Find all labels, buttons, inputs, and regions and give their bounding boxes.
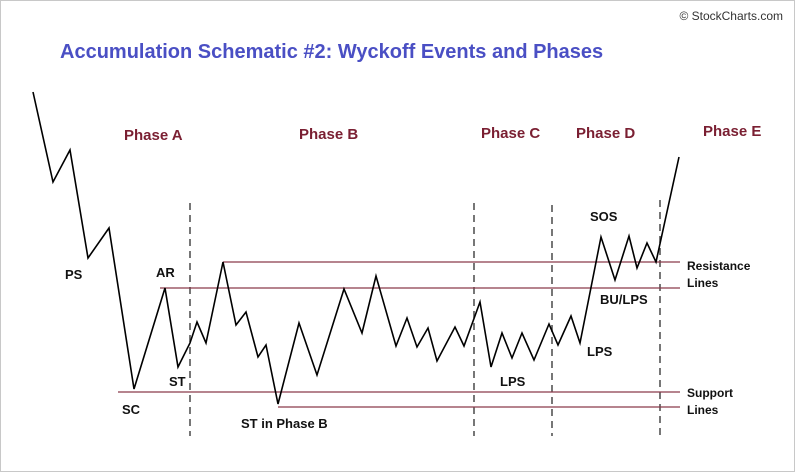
resistance-lines-label: Resistance Lines xyxy=(687,258,750,292)
phase-a-label: Phase A xyxy=(124,127,183,144)
support-label-line1: Support xyxy=(687,386,733,400)
phase-c-label: Phase C xyxy=(481,125,541,142)
event-lps-phase-c-label: LPS xyxy=(500,374,526,389)
event-ps-label: PS xyxy=(65,267,83,282)
resistance-label-line2: Lines xyxy=(687,276,719,290)
phase-d-label: Phase D xyxy=(576,125,636,142)
event-bu-lps-label: BU/LPS xyxy=(600,292,648,307)
event-sos-label: SOS xyxy=(590,209,618,224)
phase-e-label: Phase E xyxy=(703,123,762,140)
event-lps-phase-d-label: LPS xyxy=(587,344,613,359)
resistance-label-line1: Resistance xyxy=(687,259,751,273)
stockcharts-credit: © StockCharts.com xyxy=(679,9,783,23)
price-path xyxy=(32,91,680,405)
event-ar-label: AR xyxy=(156,265,175,280)
support-lines-label: Support Lines xyxy=(687,385,733,419)
event-st-label: ST xyxy=(169,374,186,389)
phase-b-label: Phase B xyxy=(299,126,359,143)
event-sc-label: SC xyxy=(122,402,141,417)
page-title: Accumulation Schematic #2: Wyckoff Event… xyxy=(60,41,604,63)
event-st-in-phase-b-label: ST in Phase B xyxy=(241,416,328,431)
support-label-line2: Lines xyxy=(687,403,719,417)
